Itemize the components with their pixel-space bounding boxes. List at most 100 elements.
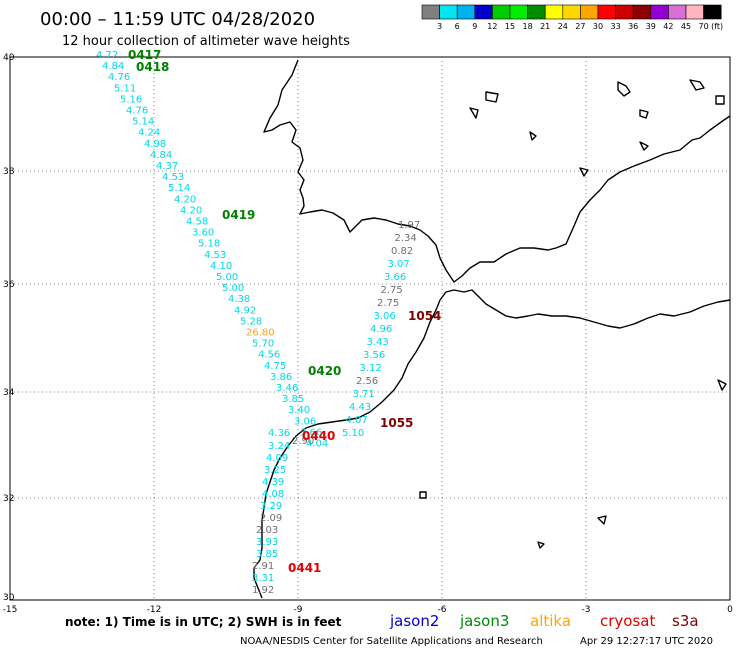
island-outline — [485, 91, 499, 103]
lon-tick-label: -6 — [438, 605, 447, 615]
coastline-segment — [253, 289, 731, 599]
wave-height-value: 3.25 — [264, 465, 286, 476]
wave-height-value: 4.75 — [264, 361, 286, 372]
lat-tick-label: 38 — [3, 167, 15, 177]
wave-height-value: 1.92 — [252, 585, 274, 596]
wave-height-value: 26.80 — [246, 328, 275, 339]
wave-height-value: 4.92 — [234, 305, 256, 316]
pass-number: 1055 — [380, 416, 413, 430]
wave-height-value: 3.85 — [256, 549, 278, 560]
scale-swatch — [439, 4, 458, 20]
wave-height-value: 3.71 — [353, 389, 375, 400]
island-outline — [529, 131, 537, 141]
wave-height-value: 4.84 — [150, 150, 172, 161]
wave-height-value: 4.38 — [228, 294, 250, 305]
wave-height-value: 3.06 — [294, 416, 316, 427]
wave-height-value: 2.56 — [356, 376, 378, 387]
wave-height-value: 3.24 — [268, 441, 290, 452]
wave-height-value: 5.10 — [342, 428, 364, 439]
scale-swatch — [509, 4, 528, 20]
lat-tick-label: 30 — [3, 593, 15, 603]
map-frame — [9, 56, 731, 601]
wave-height-value: 2.75 — [381, 285, 403, 296]
satellite-legend-item: cryosat — [600, 612, 655, 630]
wave-height-value: 3.07 — [388, 259, 410, 270]
coastline-segment — [263, 59, 731, 283]
lat-tick-label: 36 — [3, 280, 15, 290]
wave-height-value: 2.75 — [377, 298, 399, 309]
satellite-legend-item: altika — [530, 612, 571, 630]
lat-tick-label: 40 — [3, 53, 15, 63]
scale-label: 24 — [558, 22, 568, 31]
satellite-legend-item: s3a — [672, 612, 699, 630]
scale-label: 21 — [540, 22, 550, 31]
wave-height-value: 4.58 — [186, 217, 208, 228]
island-outline — [597, 515, 607, 525]
wave-height-value: 3.66 — [384, 272, 406, 283]
wave-height-value: 4.20 — [180, 205, 202, 216]
wave-height-value: 2.03 — [256, 525, 278, 536]
wave-height-value: 4.37 — [156, 161, 178, 172]
wave-height-value: 3.12 — [360, 363, 382, 374]
wave-height-value: 2.90 — [292, 436, 314, 447]
pass-number: 0418 — [136, 60, 169, 74]
lon-tick-label: 0 — [727, 605, 733, 615]
lat-tick-label: 34 — [3, 388, 15, 398]
scale-swatch — [456, 4, 476, 20]
scale-swatch — [685, 4, 704, 20]
wave-height-value: 4.56 — [258, 350, 280, 361]
island-outline — [689, 79, 705, 91]
pass-number: 0441 — [288, 561, 321, 575]
scale-label: 27 — [575, 22, 585, 31]
island-outline — [717, 379, 727, 391]
lon-tick-label: -12 — [147, 605, 162, 615]
wave-height-value: 3.86 — [270, 372, 292, 383]
wave-height-value: 4.98 — [144, 139, 166, 150]
wave-height-value: 4.84 — [102, 61, 124, 72]
island-outline — [639, 109, 649, 119]
scale-label: 70 — [699, 22, 709, 31]
wave-height-value: 4.09 — [266, 453, 288, 464]
scale-label: 6 — [455, 22, 460, 31]
map-subtitle: 12 hour collection of altimeter wave hei… — [62, 34, 350, 49]
scale-label: 30 — [593, 22, 603, 31]
island-outline — [469, 107, 479, 119]
color-scale-legend: 3 6 9 12 15 18 21 24 27 30 33 36 39 42 45 70 (ft) — [421, 4, 723, 31]
wave-height-value: 4.53 — [204, 250, 226, 261]
lon-tick-label: -3 — [582, 605, 591, 615]
wave-height-value: 4.08 — [262, 489, 284, 500]
wave-height-value: 4.72 — [96, 50, 118, 61]
scale-swatch — [527, 4, 546, 20]
wave-height-value: 3.46 — [276, 383, 298, 394]
wave-height-value: 4.96 — [370, 324, 392, 335]
footer-timestamp: Apr 29 12:27:17 UTC 2020 — [580, 636, 713, 647]
wave-height-value: 3.31 — [252, 573, 274, 584]
scale-label: 9 — [472, 22, 477, 31]
wave-height-value: 5.70 — [252, 339, 274, 350]
scale-label: 15 — [505, 22, 515, 31]
wave-height-value: 3.06 — [374, 311, 396, 322]
wave-height-value: 3.93 — [256, 537, 278, 548]
scale-swatch — [597, 4, 616, 20]
island-outline — [617, 81, 631, 97]
wave-height-value: 2.91 — [252, 561, 274, 572]
scale-label: 3 — [437, 22, 442, 31]
coastline — [253, 59, 731, 599]
island-outline — [639, 141, 649, 151]
pass-number: 0420 — [308, 364, 341, 378]
scale-unit: (ft) — [711, 22, 723, 31]
scale-label: 12 — [487, 22, 497, 31]
scale-label: 39 — [646, 22, 656, 31]
wave-height-value: 4.20 — [174, 194, 196, 205]
scale-swatch — [474, 4, 493, 20]
wave-height-value: 4.04 — [306, 439, 328, 450]
footer-note: note: 1) Time is in UTC; 2) SWH is in fe… — [65, 615, 342, 629]
pass-number: 0440 — [302, 429, 335, 443]
wave-height-value: 4.53 — [162, 172, 184, 183]
wave-height-value: 3.29 — [260, 501, 282, 512]
axis-ticks: -15 -12 -9 -6 -3 0 40 38 36 34 32 30 — [3, 53, 733, 615]
wave-height-value: 5.16 — [120, 94, 142, 105]
